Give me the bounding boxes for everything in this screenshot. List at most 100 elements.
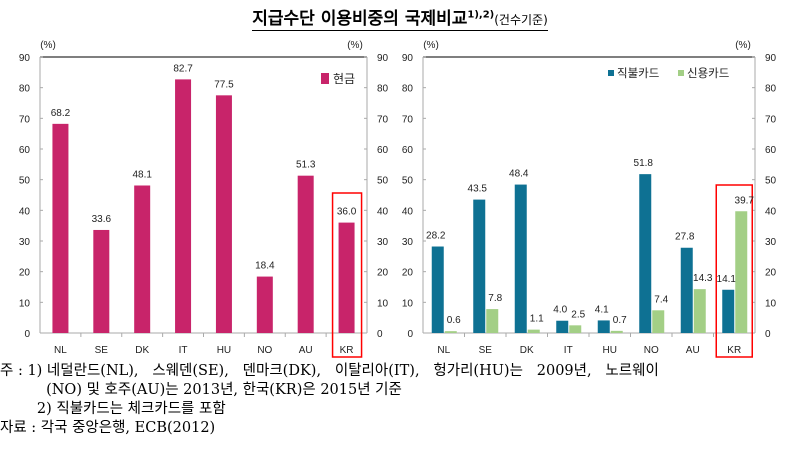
x-tick-label: NL <box>54 345 67 356</box>
note-2: 2) 직불카드는 체크카드를 포함 <box>0 401 226 417</box>
data-label-SE-debit: 43.5 <box>468 184 488 195</box>
y-tick-label-left: 60 <box>402 145 414 156</box>
legend-swatch-cash <box>321 73 329 84</box>
bar-IT <box>175 79 192 334</box>
data-label-KR-credit: 39.7 <box>735 195 755 206</box>
data-label-HU-debit: 4.1 <box>595 304 609 315</box>
y-tick-label-right: 40 <box>765 206 777 217</box>
x-tick-label: KR <box>340 345 354 356</box>
y-tick-label-right: 60 <box>765 145 777 156</box>
y-tick-label-left: 50 <box>402 176 414 187</box>
legend-label-debit: 직불카드 <box>617 67 659 80</box>
bar-NO-credit <box>652 310 665 333</box>
y-tick-label-right: 70 <box>765 114 777 125</box>
bar-SE-debit <box>473 199 486 333</box>
legend-label-cash: 현금 <box>333 72 355 86</box>
data-label-NL-debit: 28.2 <box>426 231 446 242</box>
data-label-NL: 68.2 <box>51 108 71 119</box>
y-tick-label-right: 50 <box>765 176 777 187</box>
x-tick-label: IT <box>179 345 188 356</box>
y-tick-label-right: 0 <box>377 329 383 340</box>
data-label-DK-credit: 1.1 <box>530 314 544 325</box>
y-tick-label-right: 60 <box>377 145 389 156</box>
y-tick-label-left: 30 <box>19 237 31 248</box>
y-tick-label-right: 10 <box>377 298 389 309</box>
x-tick-label: HU <box>217 345 231 356</box>
x-tick-label: IT <box>564 345 573 356</box>
y-tick-label-right: 20 <box>765 268 777 279</box>
y-tick-label-left: 10 <box>19 298 31 309</box>
data-label-IT-debit: 4.0 <box>553 305 567 316</box>
x-tick-label: NO <box>644 345 659 356</box>
y-tick-label-right: 20 <box>377 268 389 279</box>
source-note: 자료 : 각국 중앙은행, ECB(2012) <box>0 420 216 436</box>
y-tick-label-right: 30 <box>377 237 389 248</box>
y-tick-label-left: 20 <box>402 268 414 279</box>
data-label-SE: 33.6 <box>92 214 112 225</box>
bar-NL-debit <box>431 246 444 333</box>
data-label-HU-credit: 0.7 <box>613 315 627 326</box>
y-unit-right: (%) <box>347 40 363 51</box>
bar-DK <box>134 185 151 333</box>
bar-IT-credit <box>569 325 582 333</box>
note-1: 주 : 1) 네덜란드(NL), 스웨덴(SE), 덴마크(DK), 이탈리아(… <box>0 363 659 379</box>
x-tick-label: KR <box>727 345 741 356</box>
y-tick-label-left: 40 <box>19 206 31 217</box>
bar-DK-debit <box>514 184 527 333</box>
data-label-AU: 51.3 <box>296 160 316 171</box>
y-tick-label-right: 30 <box>765 237 777 248</box>
data-label-KR: 36.0 <box>337 207 357 218</box>
data-label-AU-credit: 14.3 <box>693 273 713 284</box>
chart-title: 지급수단 이용비중의 국제비교1),2)(건수기준) <box>0 4 800 31</box>
note-1-cont: (NO) 및 호주(AU)는 2013년, 한국(KR)은 2015년 기준 <box>0 382 402 398</box>
y-tick-label-right: 40 <box>377 206 389 217</box>
legend-swatch-credit <box>678 70 684 76</box>
y-tick-label-left: 0 <box>407 329 413 340</box>
y-tick-label-left: 90 <box>402 53 414 64</box>
y-unit-left: (%) <box>40 40 56 51</box>
data-label-IT: 82.7 <box>173 63 193 74</box>
bar-NL <box>52 123 69 333</box>
x-tick-label: SE <box>479 345 493 356</box>
y-tick-label-left: 10 <box>402 298 414 309</box>
y-tick-label-right: 0 <box>765 329 771 340</box>
x-tick-label: NL <box>437 345 450 356</box>
y-tick-label-right: 70 <box>377 114 389 125</box>
y-tick-label-left: 30 <box>402 237 414 248</box>
y-tick-label-right: 90 <box>377 53 389 64</box>
y-tick-label-left: 50 <box>19 176 31 187</box>
legend-label-credit: 신용카드 <box>687 67 729 80</box>
bar-NO <box>256 276 273 333</box>
bar-HU-debit <box>597 320 610 333</box>
y-tick-label-left: 80 <box>19 84 31 95</box>
bar-HU-credit <box>610 330 623 333</box>
y-tick-label-left: 70 <box>402 114 414 125</box>
bar-HU <box>215 95 232 333</box>
footnotes: 주 : 1) 네덜란드(NL), 스웨덴(SE), 덴마크(DK), 이탈리아(… <box>0 362 659 438</box>
y-tick-label-left: 60 <box>19 145 31 156</box>
data-label-AU-debit: 27.8 <box>675 232 695 243</box>
bar-IT-debit <box>556 320 569 333</box>
y-tick-label-left: 0 <box>24 329 30 340</box>
data-label-DK-debit: 48.4 <box>509 169 529 180</box>
y-tick-label-left: 20 <box>19 268 31 279</box>
bar-SE-credit <box>486 309 499 333</box>
bar-NL-credit <box>444 331 457 333</box>
highlight-box-KR <box>715 184 753 358</box>
bar-KR-credit <box>735 211 748 333</box>
title-main: 지급수단 이용비중의 국제비교 <box>252 9 468 29</box>
data-label-NO-debit: 51.8 <box>634 158 654 169</box>
x-tick-label: AU <box>299 345 313 356</box>
bar-DK-credit <box>527 329 540 333</box>
x-tick-label: DK <box>135 345 149 356</box>
y-tick-label-right: 90 <box>765 53 777 64</box>
y-unit-left: (%) <box>423 40 439 51</box>
y-tick-label-left: 80 <box>402 84 414 95</box>
legend-swatch-debit <box>608 70 614 76</box>
x-tick-label: DK <box>520 345 534 356</box>
bar-KR <box>338 222 355 333</box>
bar-AU-credit <box>693 289 706 333</box>
data-label-SE-credit: 7.8 <box>488 293 502 304</box>
data-label-NO-credit: 7.4 <box>654 294 668 305</box>
